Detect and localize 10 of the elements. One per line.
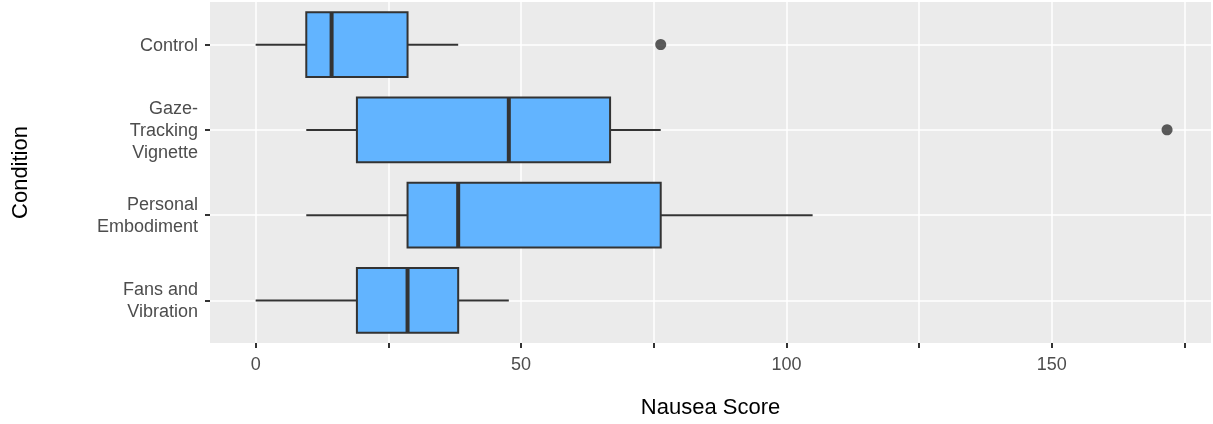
- x-tick-label: 150: [1036, 354, 1067, 374]
- y-tick-label: Personal Embodiment: [96, 194, 198, 237]
- x-axis-title: Nausea Score: [640, 393, 781, 419]
- x-tick-label: 50: [511, 354, 532, 374]
- y-tick-label: Fans and Vibration: [122, 279, 198, 322]
- y-tick-label: Control: [139, 34, 198, 55]
- x-tick-label: 0: [250, 354, 261, 374]
- y-tick-label: Gaze- Tracking Vignette: [129, 97, 198, 162]
- y-axis-title: Condition: [6, 126, 32, 219]
- x-tick-label: 100: [771, 354, 802, 374]
